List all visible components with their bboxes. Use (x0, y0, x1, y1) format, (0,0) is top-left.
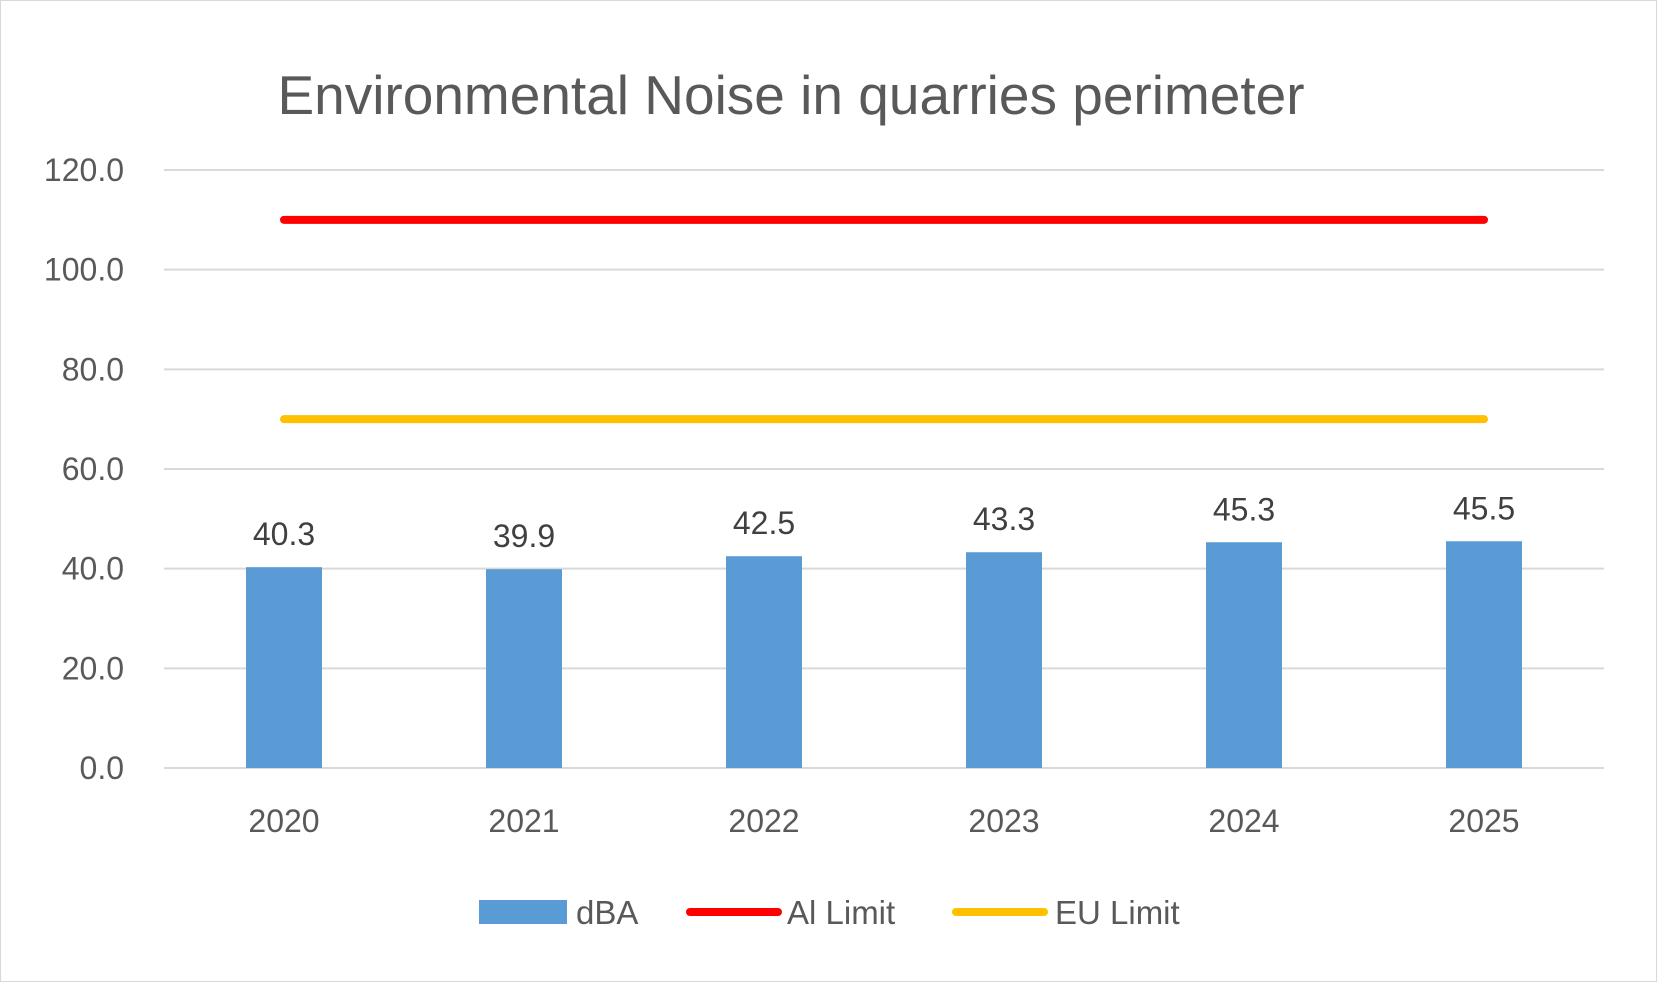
bar-2021 (486, 569, 562, 768)
data-label-2024: 45.3 (1213, 491, 1275, 527)
x-axis-ticks: 2020 2021 2022 2023 2024 2025 (248, 803, 1519, 839)
x-tick-label: 2020 (248, 803, 319, 839)
legend-label-eu-limit: EU Limit (1055, 894, 1180, 931)
y-tick-label: 100.0 (44, 252, 124, 288)
y-tick-label: 60.0 (62, 451, 124, 487)
x-tick-label: 2025 (1448, 803, 1519, 839)
data-label-2020: 40.3 (253, 516, 315, 552)
legend-label-al-limit: Al Limit (787, 894, 895, 931)
x-tick-label: 2024 (1208, 803, 1279, 839)
data-label-2021: 39.9 (493, 518, 555, 554)
bar-2024 (1206, 542, 1282, 768)
x-tick-label: 2022 (728, 803, 799, 839)
bar-2020 (246, 567, 322, 768)
legend-label-dba: dBA (576, 894, 638, 931)
bar-series (246, 541, 1522, 768)
y-tick-label: 20.0 (62, 650, 124, 686)
x-tick-label: 2023 (968, 803, 1039, 839)
data-label-2022: 42.5 (733, 505, 795, 541)
chart-title: Environmental Noise in quarries perimete… (277, 64, 1304, 126)
legend-swatch-dba (479, 900, 567, 924)
legend: dBA Al Limit EU Limit (479, 894, 1180, 931)
data-label-2025: 45.5 (1453, 490, 1515, 526)
bar-2025 (1446, 541, 1522, 768)
y-axis-ticks: 0.0 20.0 40.0 60.0 80.0 100.0 120.0 (44, 152, 124, 786)
x-tick-label: 2021 (488, 803, 559, 839)
y-tick-label: 120.0 (44, 152, 124, 188)
y-tick-label: 80.0 (62, 351, 124, 387)
bar-2022 (726, 556, 802, 768)
y-tick-label: 0.0 (80, 750, 124, 786)
y-tick-label: 40.0 (62, 551, 124, 587)
bar-2023 (966, 552, 1042, 768)
line-series (280, 215, 1488, 424)
data-labels: 40.3 39.9 42.5 43.3 45.3 45.5 (253, 490, 1515, 554)
gridlines (164, 169, 1604, 769)
data-label-2023: 43.3 (973, 501, 1035, 537)
